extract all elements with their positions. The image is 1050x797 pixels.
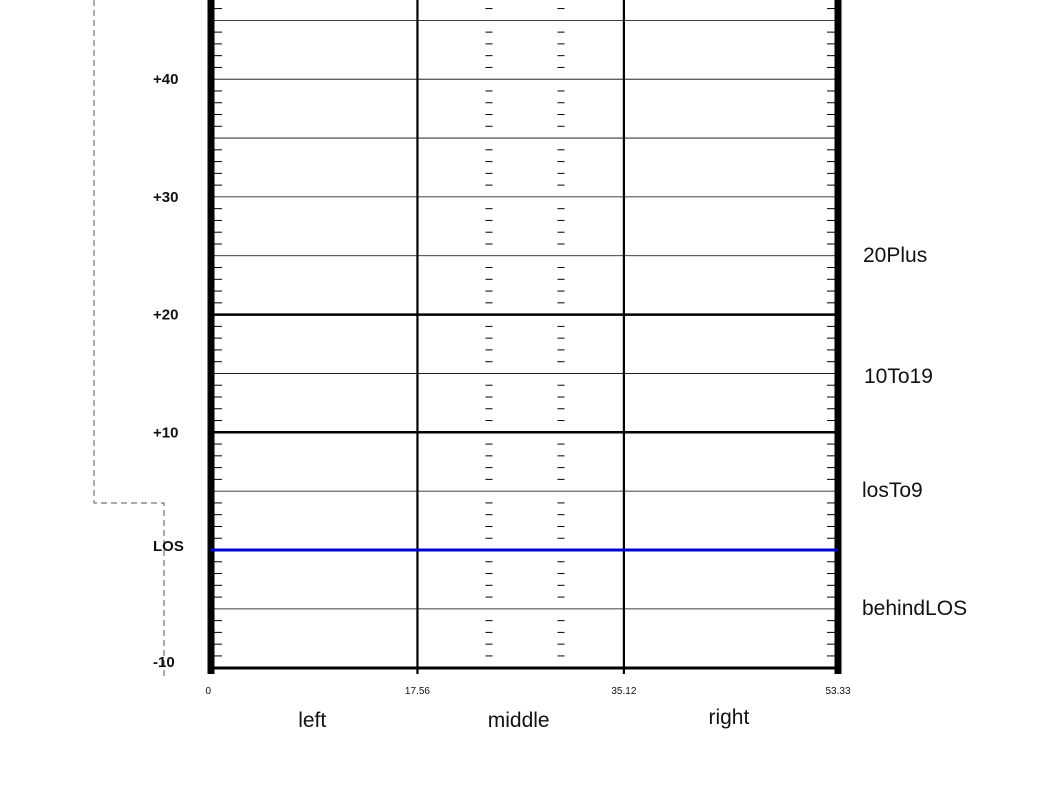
zone-label-left: left	[298, 709, 326, 732]
hash-marks	[485, 8, 565, 657]
yard-label: +10	[153, 424, 178, 441]
depth-label-behindLOS: behindLOS	[862, 597, 967, 620]
dashed-bracket	[93, 0, 165, 676]
ten-yard-lines	[211, 78, 838, 670]
width-label: 17.56	[405, 686, 430, 697]
depth-label-10To19: 10To19	[864, 365, 933, 388]
zone-dividers	[416, 0, 626, 674]
zone-label-middle: middle	[488, 709, 550, 732]
yard-label: +40	[153, 71, 178, 88]
yard-label: LOS	[153, 538, 184, 555]
yard-labels: +40 +30 +20 +10 LOS -10	[153, 71, 184, 671]
zone-labels: left middle right	[298, 706, 749, 732]
yard-label: +30	[153, 189, 178, 206]
depth-labels: 20Plus 10To19 losTo9 behindLOS	[862, 244, 967, 620]
sidelines	[207, 0, 842, 674]
zone-label-right: right	[708, 706, 749, 729]
yard-label: +20	[153, 307, 178, 324]
width-label: 35.12	[611, 686, 636, 697]
yard-label: -10	[153, 654, 175, 671]
dashed-bracket-line	[93, 0, 165, 676]
depth-label-20Plus: 20Plus	[863, 244, 927, 267]
five-yard-lines	[211, 19, 838, 610]
sideline-ticks	[214, 8, 835, 657]
depth-label-losTo9: losTo9	[862, 479, 923, 502]
width-label: 53.33	[825, 686, 850, 697]
width-label: 0	[205, 686, 211, 697]
width-labels: 0 17.56 35.12 53.33	[205, 686, 851, 697]
